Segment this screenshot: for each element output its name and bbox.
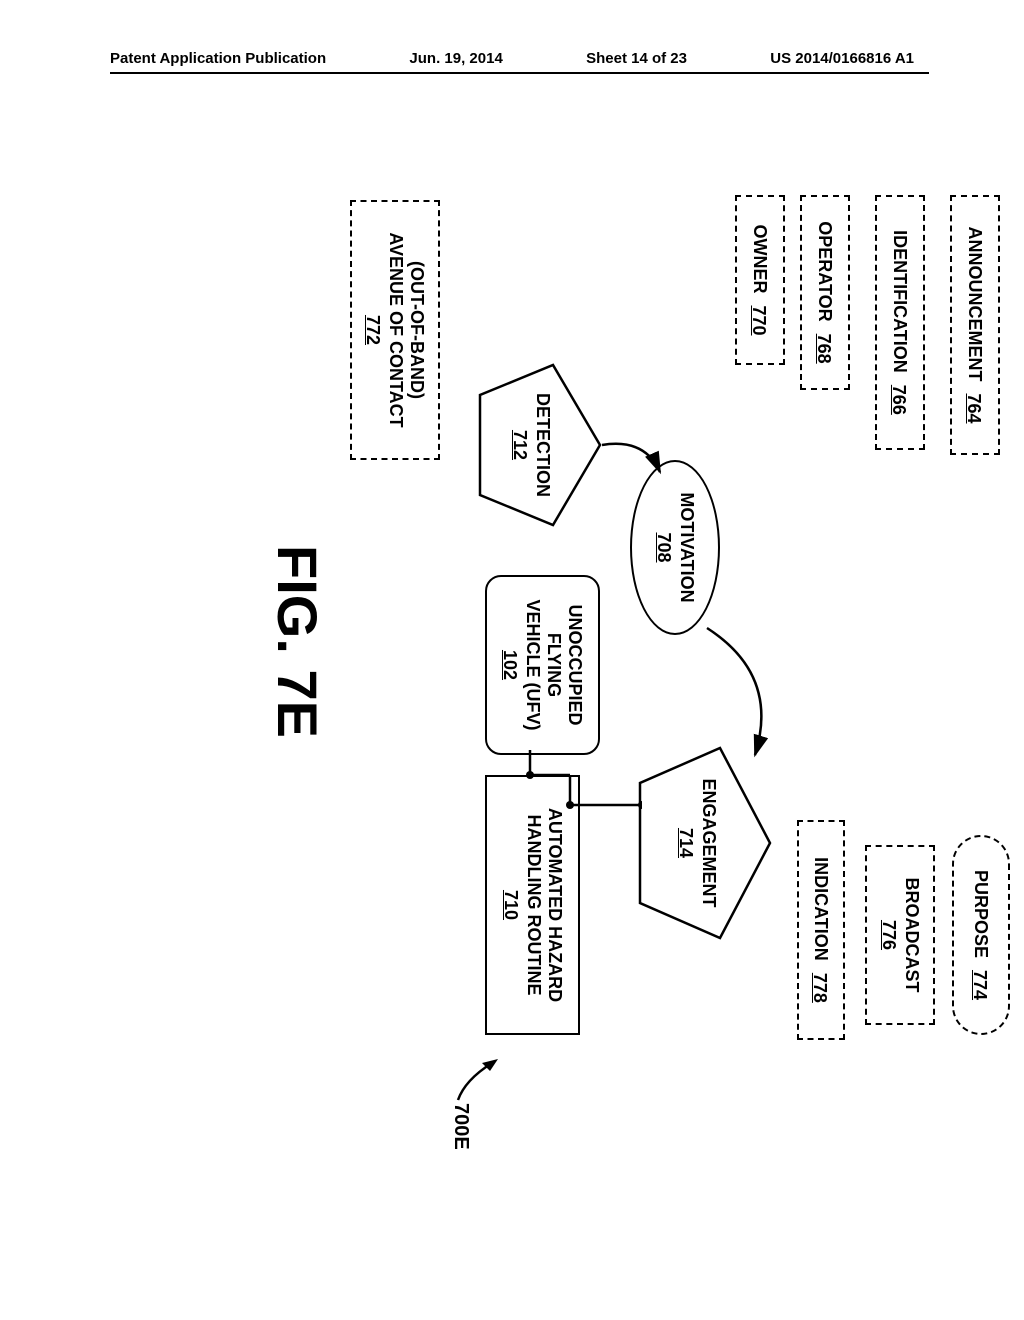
header-number: US 2014/0166816 A1 (770, 50, 914, 67)
engagement-pentagon: ENGAGEMENT 714 (635, 743, 775, 943)
purpose-box: PURPOSE 774 (952, 835, 1010, 1035)
detection-pentagon: DETECTION 712 (475, 360, 605, 530)
indication-box: INDICATION 778 (797, 820, 845, 1040)
handling-box: AUTOMATED HAZARD HANDLING ROUTINE 710 (485, 775, 580, 1035)
header-divider (110, 72, 929, 74)
header-sheet: Sheet 14 of 23 (586, 50, 687, 67)
broadcast-box: BROADCAST 776 (865, 845, 935, 1025)
header-publication: Patent Application Publication (110, 50, 326, 67)
figure-title: FIG. 7E (265, 545, 330, 738)
owner-box: OWNER 770 (735, 195, 785, 365)
contact-box: (OUT-OF-BAND) AVENUE OF CONTACT 772 (350, 200, 440, 460)
operator-box: OPERATOR 768 (800, 195, 850, 390)
announcement-box: ANNOUNCEMENT 764 (950, 195, 1000, 455)
header-date: Jun. 19, 2014 (409, 50, 502, 67)
identification-box: IDENTIFICATION 766 (875, 195, 925, 450)
motivation-ellipse: MOTIVATION 708 (630, 460, 720, 635)
ufv-box: UNOCCUPIED FLYING VEHICLE (UFV) 102 (485, 575, 600, 755)
ref-700e: 700E (449, 1103, 472, 1150)
